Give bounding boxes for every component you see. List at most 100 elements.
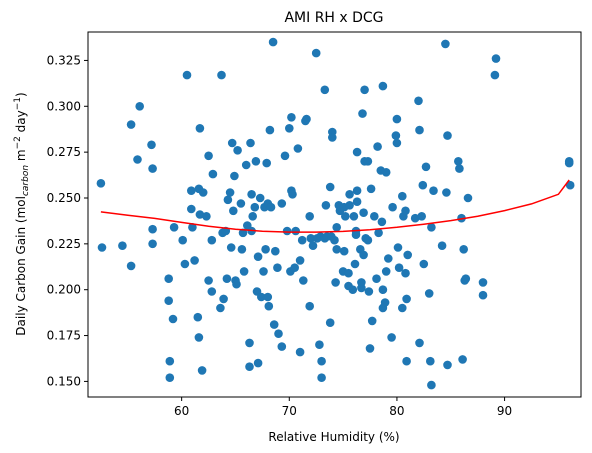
data-point (392, 138, 402, 148)
data-point (419, 259, 429, 269)
data-point (418, 180, 428, 190)
y-tick-label: 0.150 (47, 374, 81, 388)
data-point (259, 267, 268, 276)
data-point (564, 158, 574, 168)
data-point (135, 102, 144, 111)
data-point (253, 358, 263, 368)
data-point (415, 125, 424, 135)
data-point (178, 235, 187, 245)
x-axis-ticks: 60 70 80 90 (174, 397, 512, 418)
data-point (293, 144, 303, 153)
data-point (360, 85, 369, 95)
y-axis-label-sub: carbon (21, 165, 31, 196)
data-point (349, 212, 359, 221)
data-point (403, 250, 413, 260)
data-point (147, 140, 156, 150)
data-point (393, 243, 403, 252)
data-point (204, 151, 213, 161)
data-point (443, 360, 452, 370)
y-axis-label-sup2: −1 (13, 97, 23, 110)
chart-title: AMI RH x DCG (284, 10, 383, 26)
y-axis-ticks: 0.150 0.175 0.200 0.225 0.250 0.275 0.300 0.325 (47, 53, 88, 388)
data-point (363, 235, 373, 245)
data-point (359, 208, 368, 217)
data-point (265, 125, 275, 135)
data-point (96, 179, 106, 188)
fit-line (100, 179, 570, 233)
data-point (246, 138, 255, 148)
data-point (384, 254, 393, 263)
data-point (402, 294, 411, 304)
data-point (269, 320, 279, 329)
data-point (344, 268, 353, 278)
data-point (229, 206, 238, 216)
y-axis-label-sup1: −2 (13, 136, 23, 149)
data-point (182, 70, 192, 80)
data-point (381, 267, 391, 276)
data-point (491, 54, 501, 63)
data-point (387, 333, 396, 342)
data-point (359, 250, 368, 260)
data-point (311, 48, 321, 58)
data-point (133, 155, 142, 164)
data-point (345, 201, 354, 210)
data-point (378, 285, 388, 295)
data-point (305, 301, 315, 311)
y-tick-label: 0.325 (47, 53, 81, 67)
data-point (193, 312, 203, 322)
data-point (255, 193, 265, 203)
data-point (148, 224, 157, 234)
data-point (374, 228, 383, 238)
data-point (263, 292, 273, 302)
data-point (358, 109, 367, 118)
data-point (330, 235, 339, 245)
data-point (195, 124, 205, 133)
data-point (328, 133, 337, 142)
data-point (364, 287, 374, 296)
data-point (187, 204, 196, 214)
y-tick-label: 0.175 (47, 329, 81, 343)
x-tick-label: 90 (497, 404, 512, 418)
data-point (247, 190, 256, 199)
data-point (378, 81, 388, 91)
data-point (297, 235, 307, 245)
y-axis-label-mid2: day (14, 110, 28, 136)
data-point (391, 131, 401, 140)
data-point (236, 199, 246, 208)
x-tick-label: 60 (174, 404, 189, 418)
data-point (245, 362, 254, 372)
data-point (237, 245, 247, 254)
data-point (277, 342, 287, 351)
data-point (454, 157, 463, 166)
data-point (287, 113, 296, 122)
data-point (321, 201, 331, 210)
data-point (427, 380, 436, 390)
data-point (401, 268, 410, 278)
data-point (401, 206, 410, 216)
y-tick-label: 0.200 (47, 283, 81, 297)
y-tick-label: 0.225 (47, 237, 81, 251)
data-point (424, 289, 434, 298)
data-point (410, 213, 420, 223)
data-point (331, 278, 340, 287)
data-point (266, 202, 276, 212)
data-point (352, 186, 362, 195)
data-point (188, 223, 197, 232)
data-point (352, 197, 362, 206)
data-point (271, 246, 280, 256)
data-point (232, 279, 241, 289)
data-point (339, 246, 349, 256)
data-point (415, 338, 424, 348)
data-point (219, 294, 228, 304)
data-point (459, 245, 469, 254)
data-point (320, 85, 330, 95)
data-point (305, 212, 315, 221)
data-point (295, 347, 305, 357)
data-point (280, 151, 290, 161)
data-point (226, 243, 236, 252)
data-point (197, 366, 207, 375)
data-point (398, 191, 407, 201)
data-point (198, 188, 208, 197)
data-point (325, 318, 335, 328)
